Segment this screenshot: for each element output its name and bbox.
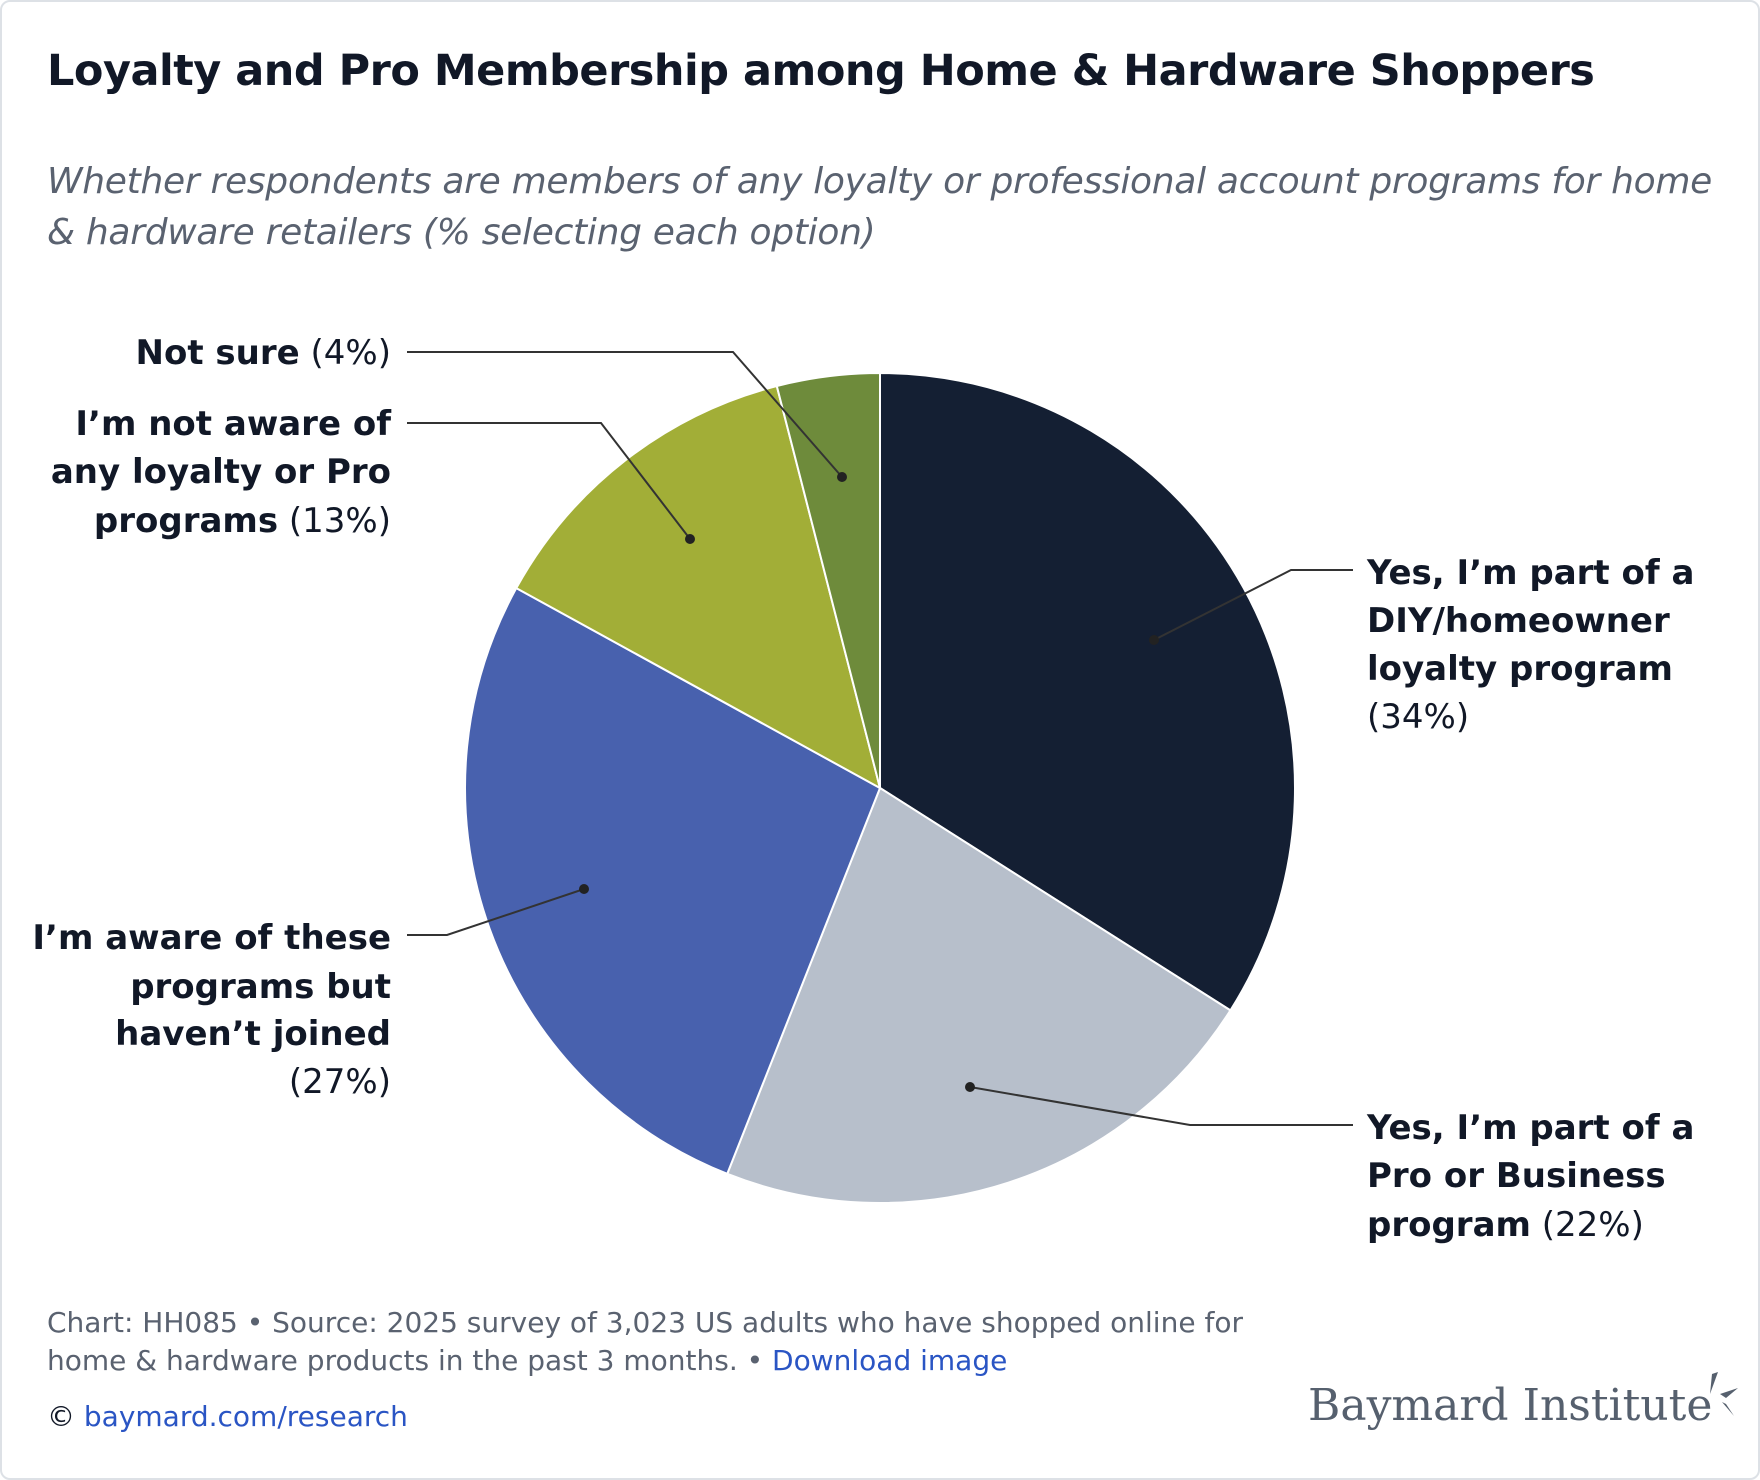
copyright-symbol: © <box>47 1400 84 1433</box>
slice-label-name: DIY/homeowner <box>1367 601 1670 641</box>
leader-line <box>407 888 585 936</box>
slice-label-value: (27%) <box>289 1062 391 1102</box>
slice-label: I’m not aware of <box>75 404 392 444</box>
slice-label: programs but <box>130 967 391 1007</box>
slice-label: I’m aware of these <box>32 918 391 958</box>
slice-label-value: (4%) <box>300 333 391 373</box>
slice-label-name: Not sure <box>136 333 300 373</box>
leader-dot <box>1149 635 1159 645</box>
leader-line <box>407 351 843 478</box>
pie-slice <box>514 384 882 790</box>
pie-slice <box>464 586 882 1176</box>
footer-source-cont: home & hardware products in the past 3 m… <box>47 1344 773 1377</box>
slice-label: Yes, I’m part of a <box>1366 1108 1694 1148</box>
pie-slice <box>775 371 881 789</box>
footer-copyright: © baymard.com/research <box>47 1400 408 1433</box>
baymard-research-link[interactable]: baymard.com/research <box>83 1400 408 1433</box>
slice-label: Yes, I’m part of a <box>1366 553 1694 593</box>
logo-text: Baymard Institute <box>1308 1380 1713 1431</box>
pie-slice <box>879 371 1297 1012</box>
slice-label: program (22%) <box>1367 1205 1644 1245</box>
slice-label: DIY/homeowner <box>1367 601 1670 641</box>
slice-label-name: Pro or Business <box>1367 1156 1666 1196</box>
leader-dot <box>837 472 847 482</box>
slice-label-value: (13%) <box>278 501 391 541</box>
pie-slice <box>725 786 1232 1204</box>
slice-label: programs (13%) <box>94 501 391 541</box>
download-image-link[interactable]: Download image <box>772 1344 1008 1377</box>
leader-line <box>407 422 691 540</box>
slice-label-name: Yes, I’m part of a <box>1366 1108 1694 1148</box>
slice-label: (34%) <box>1367 697 1469 737</box>
leader-dot <box>965 1082 975 1092</box>
footer-source: Chart: HH085 • Source: 2025 survey of 3,… <box>47 1306 1243 1339</box>
slice-label-name: Yes, I’m part of a <box>1366 553 1694 593</box>
chart-title: Loyalty and Pro Membership among Home & … <box>47 46 1595 96</box>
slice-label-value: (34%) <box>1367 697 1469 737</box>
slice-label-name: loyalty program <box>1367 649 1673 689</box>
baymard-logo: Baymard Institute <box>1308 1372 1738 1431</box>
leader-line <box>969 1086 1353 1126</box>
leader-dot <box>579 884 589 894</box>
leader-dot <box>685 534 695 544</box>
slice-label-name: any loyalty or Pro <box>51 452 391 492</box>
slice-label: any loyalty or Pro <box>51 452 391 492</box>
slice-label: Not sure (4%) <box>136 333 391 373</box>
slice-label-value: (22%) <box>1531 1205 1644 1245</box>
slice-label-name: programs but <box>130 967 391 1007</box>
slice-label: (27%) <box>289 1062 391 1102</box>
slice-label-name: I’m not aware of <box>75 404 392 444</box>
slice-label: haven’t joined <box>115 1014 391 1054</box>
leader-line <box>1153 569 1353 641</box>
slice-label-name: haven’t joined <box>115 1014 391 1054</box>
chart-subtitle: Whether respondents are members of any l… <box>47 161 1712 253</box>
slice-label: loyalty program <box>1367 649 1673 689</box>
logo-mark-icon <box>1710 1372 1738 1416</box>
slice-label-name: I’m aware of these <box>32 918 391 958</box>
slice-label: Pro or Business <box>1367 1156 1666 1196</box>
slice-label-name: programs <box>94 501 278 541</box>
slice-label-name: program <box>1367 1205 1531 1245</box>
footer-source-2: home & hardware products in the past 3 m… <box>47 1344 1007 1377</box>
